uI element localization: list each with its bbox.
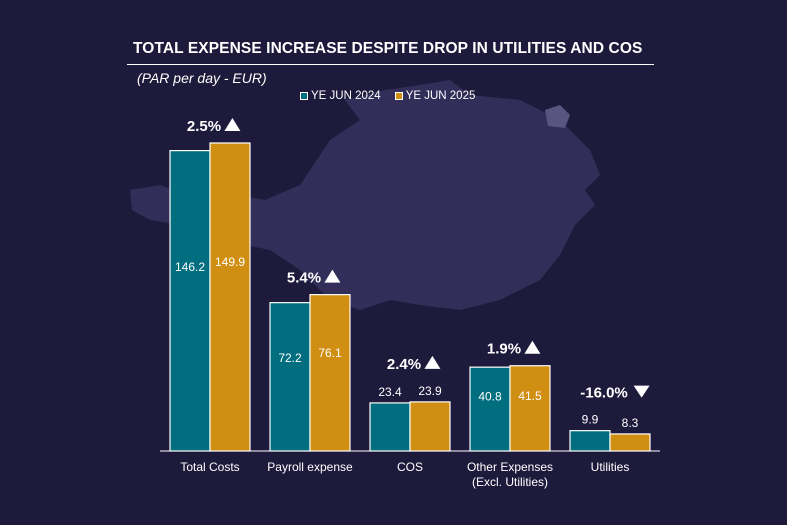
data-label: 76.1 [318,346,342,360]
title-divider [127,64,654,65]
arrow-up-icon [524,340,541,354]
data-label: 72.2 [278,351,302,365]
bar-2025 [509,365,551,452]
data-label: 146.2 [175,260,205,274]
data-label: 23.4 [378,385,402,399]
data-label: 41.5 [518,389,542,403]
category-label: Payroll expense [267,460,353,474]
change-label: 1.9% [487,341,521,358]
legend-item-2025: YE JUN 2025 [394,90,476,102]
category-label: Total Costs [180,460,239,474]
data-label: 23.9 [418,384,442,398]
legend-label: YE JUN 2024 [311,90,381,102]
chart-title: TOTAL EXPENSE INCREASE DESPITE DROP IN U… [133,40,643,57]
chart-subtitle: (PAR per day - EUR) [137,70,267,86]
change-label: 2.4% [387,356,421,373]
change-label: -16.0% [580,385,628,402]
legend-swatch [300,92,308,100]
legend-item-2024: YE JUN 2024 [300,90,381,102]
category-label: Utilities [591,460,630,474]
change-label: 5.4% [287,270,321,287]
category-label: Other Expenses [467,460,553,474]
legend-swatch [394,92,403,100]
data-label: 9.9 [582,413,599,427]
bar-2024 [469,366,511,452]
bar-2024 [169,150,211,452]
bar-2024 [269,302,311,452]
bar-2025 [309,294,351,452]
category-label: COS [397,460,423,474]
data-label: 40.8 [478,390,502,404]
map-region [545,105,570,128]
bar-2025 [609,433,651,452]
legend-label: YE JUN 2025 [405,90,476,102]
legend: YE JUN 2024 YE JUN 2025 [300,90,475,102]
data-label: 8.3 [622,416,639,430]
map-silhouette [130,80,600,310]
category-label: (Excl. Utilities) [472,475,548,489]
arrow-up-icon [224,118,241,131]
arrow-up-icon [424,355,441,369]
bar-2025 [209,142,251,452]
arrow-down-icon [633,385,650,398]
bar-2024 [369,402,411,452]
data-label: 149.9 [215,255,245,269]
arrow-up-icon [324,269,341,283]
bar-2024 [569,430,611,452]
bar-2025 [409,401,451,452]
change-label: 2.5% [187,118,221,135]
